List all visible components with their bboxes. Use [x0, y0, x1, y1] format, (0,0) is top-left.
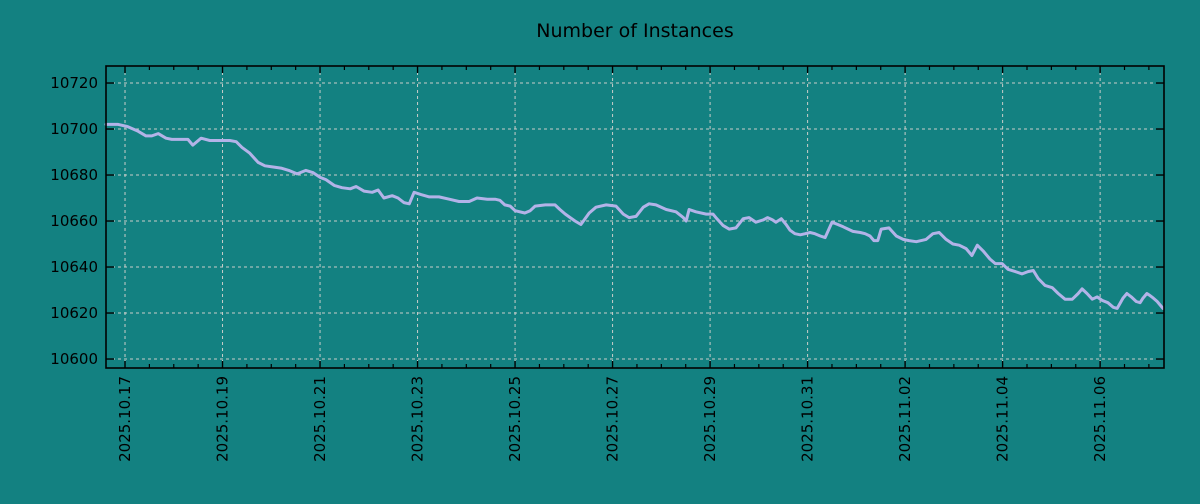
x-tick-label: 2025.11.02: [896, 376, 914, 462]
plot-border: [105, 65, 1165, 369]
x-tick-label: 2025.11.06: [1091, 376, 1109, 462]
chart-title: Number of Instances: [536, 20, 733, 42]
x-tick-label: 2025.10.27: [604, 376, 622, 462]
x-tick-label: 2025.10.17: [116, 376, 134, 462]
grid-layer: [106, 66, 1164, 368]
y-tick-label: 10620: [50, 304, 98, 322]
y-tick-label: 10600: [50, 350, 98, 368]
y-tick-label: 10640: [50, 258, 98, 276]
x-tick-label: 2025.10.21: [311, 376, 329, 462]
y-tick-label: 10720: [50, 74, 98, 92]
label-layer: 10600 10620 10640 10660 10680 10700 10720 2025.…: [50, 74, 1109, 462]
y-tick-label: 10660: [50, 212, 98, 230]
y-tick-label: 10700: [50, 120, 98, 138]
x-tick-label: 2025.10.19: [214, 376, 232, 462]
series-layer: [104, 122, 1165, 310]
x-tick-label: 2025.11.04: [994, 376, 1012, 462]
x-tick-label: 2025.10.23: [409, 376, 427, 462]
data-series-line: [104, 122, 1165, 310]
x-tick-label: 2025.10.31: [799, 376, 817, 462]
x-tick-label: 2025.10.25: [506, 376, 524, 462]
y-tick-label: 10680: [50, 166, 98, 184]
x-tick-label: 2025.10.29: [701, 376, 719, 462]
